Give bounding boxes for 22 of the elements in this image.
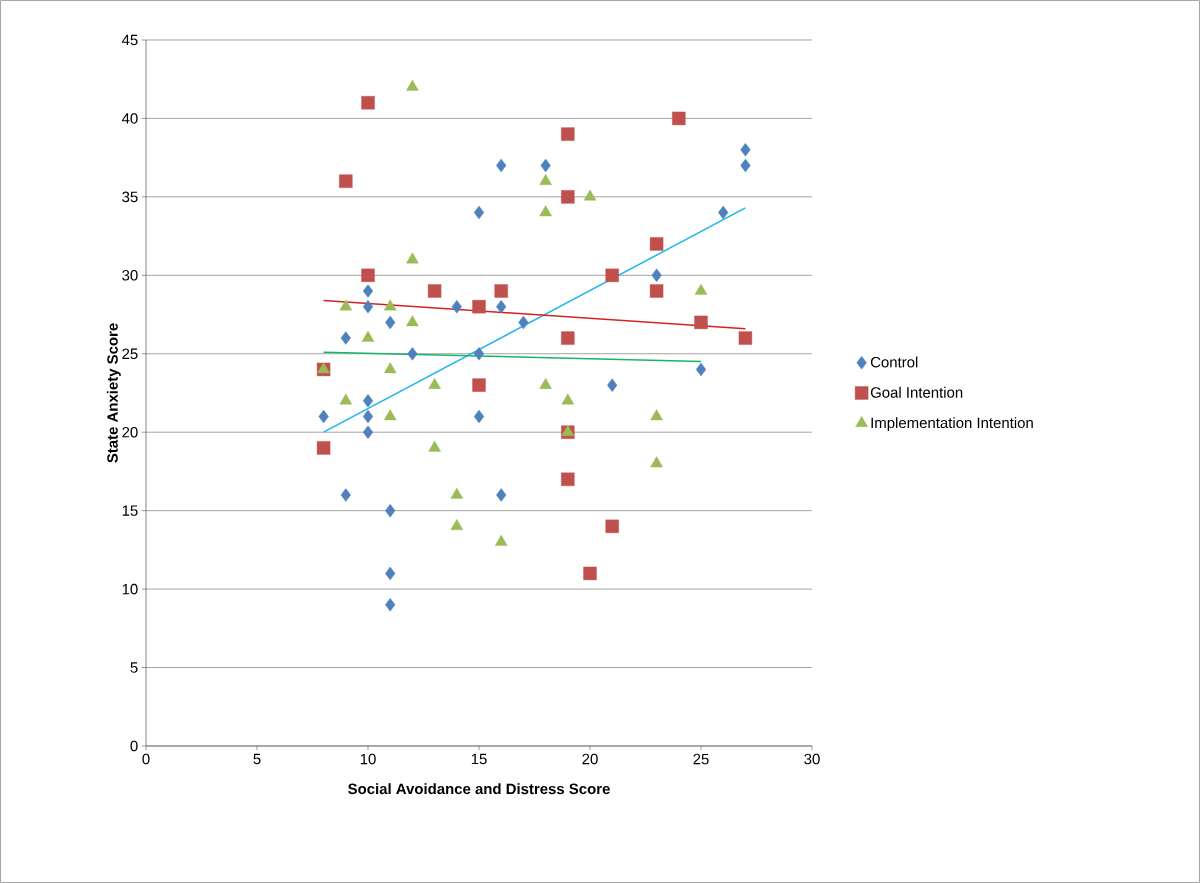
- x-tick-label: 15: [471, 753, 487, 765]
- x-axis-title: Social Avoidance and Distress Score: [348, 783, 610, 795]
- y-tick-label: 20: [122, 426, 138, 438]
- x-tick-label: 20: [582, 753, 598, 765]
- y-tick-label: 40: [121, 113, 138, 124]
- y-tick-label: 0: [130, 740, 138, 752]
- x-tick-label: 5: [253, 753, 261, 765]
- y-tick-label: 30: [122, 270, 138, 281]
- legend-label: Goal Intention: [870, 386, 963, 398]
- y-tick-label: 35: [122, 191, 138, 203]
- y-tick-label: 25: [122, 348, 138, 360]
- y-tick-label: 10: [122, 583, 138, 595]
- x-tick-label: 0: [142, 753, 150, 765]
- y-axis-title: State Anxiety Score: [106, 323, 121, 463]
- y-tick-label: 15: [122, 505, 138, 516]
- x-tick-label: 25: [693, 753, 709, 765]
- legend-label: Control: [870, 356, 918, 368]
- x-tick-label: 30: [804, 753, 820, 765]
- legend-label: Implementation Intention: [871, 417, 1033, 432]
- x-tick-label: 10: [360, 753, 376, 765]
- y-tick-label: 45: [121, 34, 138, 46]
- y-tick-label: 5: [130, 662, 138, 673]
